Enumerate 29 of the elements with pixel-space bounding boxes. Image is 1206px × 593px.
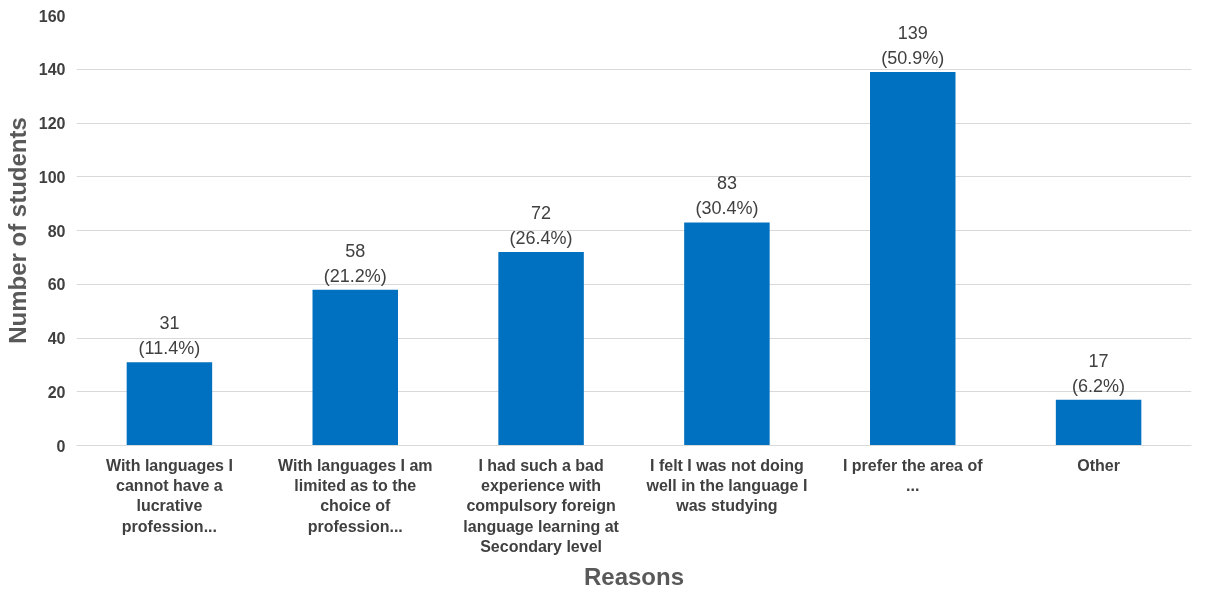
x-axis-title: Reasons: [583, 563, 685, 591]
y-tick-label: 100: [38, 168, 66, 186]
data-label: 83 (30.4%): [695, 173, 759, 219]
x-tick-label: Other: [1077, 456, 1120, 474]
data-label: 139 (50.9%): [881, 22, 945, 68]
y-tick-label: 40: [47, 330, 66, 347]
y-tick-label: 60: [47, 276, 66, 294]
x-tick-label: I prefer the area of ...: [842, 456, 984, 494]
y-tick-label: 0: [56, 437, 66, 455]
bar: [870, 71, 956, 446]
data-label: 17 (6.2%): [1072, 350, 1126, 396]
y-tick-label: 120: [38, 115, 66, 132]
data-label: 58 (21.2%): [323, 240, 387, 286]
bar: [1055, 399, 1142, 446]
y-tick-label: 20: [47, 383, 66, 401]
data-label: 31 (11.4%): [138, 313, 201, 359]
x-tick-label: With languages I cannot have a lucrative profession...: [105, 456, 233, 535]
bar: [312, 289, 398, 446]
x-tick-label: I had such a bad experience with compulsory foreign language learning at Secondary level: [463, 456, 620, 556]
bar: [684, 222, 770, 446]
data-label: 72 (26.4%): [509, 203, 573, 248]
bar: [498, 252, 584, 446]
y-tick-label: 140: [38, 61, 66, 79]
y-tick-label: 80: [47, 222, 66, 240]
x-tick-label: I felt I was not doing well in the language I was studying: [645, 456, 808, 515]
x-tick-label: With languages I am limited as to the choice of profession...: [277, 456, 433, 535]
y-tick-label: 160: [38, 7, 66, 25]
bar: [126, 362, 213, 446]
y-axis-title: Number of students: [3, 117, 31, 344]
